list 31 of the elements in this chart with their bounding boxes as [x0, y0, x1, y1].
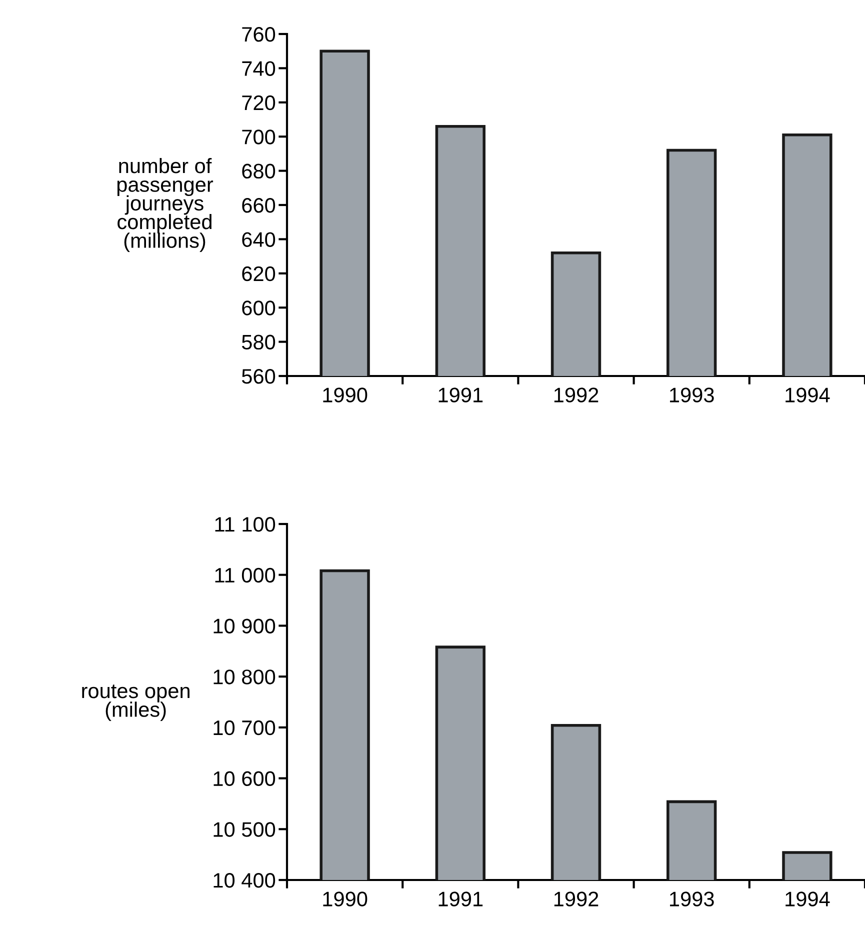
- x-tick-label: 1993: [670, 388, 714, 402]
- x-tick-label: 1991: [438, 892, 483, 906]
- y-tick-label: 700: [242, 130, 276, 144]
- y-tick-label: 11 000: [215, 568, 276, 583]
- y-tick-label: 560: [242, 369, 276, 384]
- x-tick-label: 1994: [786, 388, 830, 402]
- y-tick-label: 720: [242, 95, 276, 110]
- y-tick-label: 10 500: [214, 822, 276, 837]
- x-tick-label: 1993: [670, 892, 714, 906]
- x-tick-label: 1994: [786, 892, 830, 906]
- y-tick-label: 10 900: [214, 618, 276, 634]
- y-axis-title: number of passenger journeys completed (millions): [117, 158, 214, 252]
- x-tick-label: 1992: [554, 892, 598, 906]
- y-axis-title: routes open (miles): [82, 684, 190, 722]
- x-tick-label: 1990: [323, 892, 368, 906]
- y-tick-label: 680: [242, 164, 276, 179]
- y-tick-label: 620: [242, 266, 276, 282]
- y-tick-label: 600: [242, 300, 276, 316]
- x-tick-label: 1991: [438, 388, 483, 402]
- y-tick-label: 760: [242, 27, 276, 42]
- y-tick-label: 10 800: [214, 670, 276, 684]
- y-tick-label: 10 600: [214, 771, 276, 786]
- y-tick-label: 660: [242, 198, 276, 213]
- y-tick-label: 740: [242, 61, 276, 76]
- x-tick-label: 1992: [554, 388, 598, 402]
- y-tick-label: 640: [242, 232, 276, 247]
- y-tick-label: 11 100: [215, 517, 276, 532]
- y-tick-label: 10 400: [214, 873, 276, 888]
- y-tick-label: 10 700: [214, 720, 276, 736]
- y-tick-label: 580: [242, 334, 276, 350]
- x-tick-label: 1990: [323, 388, 368, 402]
